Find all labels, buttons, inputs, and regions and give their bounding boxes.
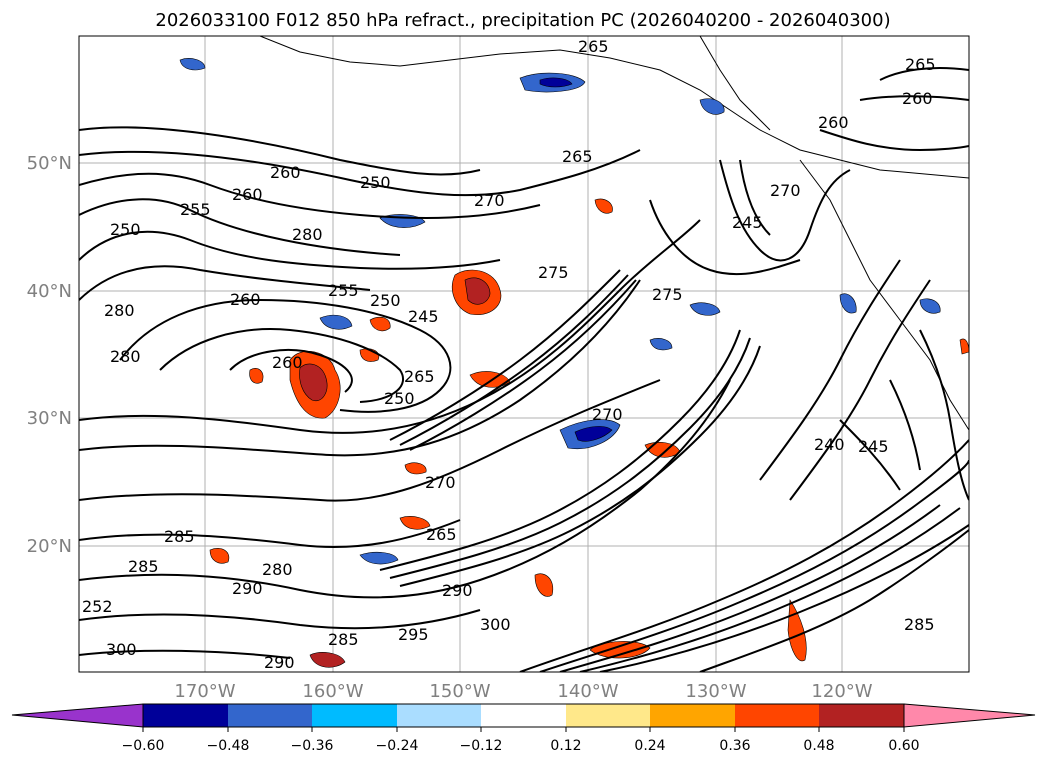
colorbar-segment (228, 704, 312, 727)
longitude-labels: 170°W 160°W 150°W 140°W 130°W 120°W (174, 681, 872, 702)
contour-label: 255 (328, 281, 359, 300)
colorbar-extend-min (11, 703, 144, 728)
latitude-labels: 50°N 40°N 30°N 20°N (27, 153, 72, 557)
contour-label: 265 (905, 55, 936, 74)
contour-label: 280 (292, 225, 323, 244)
contour-label: 260 (818, 113, 849, 132)
contour-label: 285 (128, 557, 159, 576)
lon-label: 130°W (685, 681, 746, 702)
contour-label: 275 (538, 263, 569, 282)
map-frame (78, 35, 970, 673)
map-panel: 265 265 260 260 265 250 260 270 255 260 … (79, 36, 969, 672)
contour-label: 255 (180, 200, 211, 219)
contour-label: 280 (262, 560, 293, 579)
contour-label: 260 (270, 163, 301, 182)
colorbar: −0.60 −0.48 −0.36 −0.24 −0.12 0.12 0.24 … (11, 703, 1036, 754)
contour-label: 260 (902, 89, 933, 108)
colorbar-extend-max (903, 703, 1036, 728)
lat-label: 40°N (27, 281, 72, 302)
contour-label: 300 (106, 640, 137, 659)
lon-label: 140°W (557, 681, 618, 702)
contour-label: 300 (480, 615, 511, 634)
coastlines (259, 36, 969, 431)
contour-label: 250 (110, 220, 141, 239)
colorbar-segment (143, 704, 228, 727)
contour-label: 270 (474, 191, 505, 210)
colorbar-segment (819, 704, 904, 727)
contour-label: 245 (408, 307, 439, 326)
colorbar-tick-label: −0.12 (460, 738, 503, 754)
colorbar-tick-label: −0.24 (376, 738, 419, 754)
refractivity-contours (79, 67, 969, 672)
contour-label: 280 (110, 347, 141, 366)
colorbar-tick-label: 0.36 (719, 738, 750, 754)
contour-label: 250 (384, 389, 415, 408)
lat-label: 50°N (27, 153, 72, 174)
lat-label: 20°N (27, 536, 72, 557)
contour-label: 285 (164, 527, 195, 546)
contour-label: 280 (104, 301, 135, 320)
graticule (79, 36, 969, 672)
colorbar-segment (650, 704, 735, 727)
colorbar-tick-label: 0.48 (803, 738, 834, 754)
contour-label: 290 (232, 579, 263, 598)
colorbar-segment (735, 704, 819, 727)
colorbar-tick-label: 0.12 (550, 738, 581, 754)
contour-label: 265 (578, 37, 609, 56)
contour-label: 260 (230, 290, 261, 309)
lat-label: 30°N (27, 408, 72, 429)
contour-label: 295 (398, 625, 429, 644)
contour-label: 270 (425, 473, 456, 492)
lon-label: 160°W (302, 681, 363, 702)
contour-label: 265 (426, 525, 457, 544)
contour-label: 245 (858, 437, 889, 456)
contour-label: 265 (404, 367, 435, 386)
lon-label: 170°W (174, 681, 235, 702)
contour-label: 285 (328, 630, 359, 649)
contour-label: 260 (272, 353, 303, 372)
contour-label: 270 (770, 181, 801, 200)
colorbar-tick-label: −0.36 (291, 738, 334, 754)
colorbar-frame (142, 703, 905, 728)
contour-label: 260 (232, 185, 263, 204)
colorbar-tick-label: 0.60 (888, 738, 919, 754)
figure-title: 2026033100 F012 850 hPa refract., precip… (155, 10, 890, 31)
contour-label: 290 (264, 653, 295, 672)
contour-label: 250 (370, 291, 401, 310)
lon-label: 150°W (429, 681, 490, 702)
colorbar-tick-label: −0.60 (122, 738, 165, 754)
colorbar-tick-label: −0.48 (207, 738, 250, 754)
contour-label: 240 (814, 435, 845, 454)
contour-label: 290 (442, 581, 473, 600)
colorbar-segment (566, 704, 650, 727)
contour-label: 285 (904, 615, 935, 634)
colorbar-segment (312, 704, 397, 727)
colorbar-segment (481, 704, 566, 727)
contour-label-group: 265 265 260 260 265 250 260 270 255 260 … (82, 37, 936, 672)
lon-label: 120°W (811, 681, 872, 702)
contour-label: 245 (732, 213, 763, 232)
contour-label: 265 (562, 147, 593, 166)
colorbar-tick-label: 0.24 (634, 738, 665, 754)
colorbar-segment (397, 704, 481, 727)
contour-label: 270 (592, 405, 623, 424)
contour-label: 275 (652, 285, 683, 304)
contour-label: 250 (360, 173, 391, 192)
contour-label: 252 (82, 597, 113, 616)
colorbar-tick-marks (142, 727, 905, 732)
